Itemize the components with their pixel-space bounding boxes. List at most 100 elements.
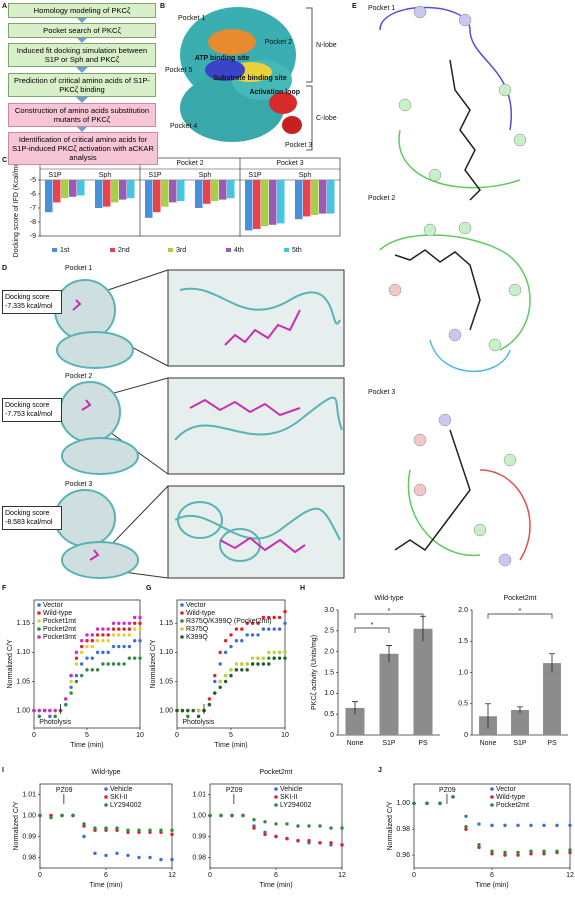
x-tick-label: 12 [566,872,574,879]
y-tick-label: 0.99 [192,833,206,840]
x-tick-label: S1P [382,740,396,747]
data-point [90,656,95,660]
data-point [477,822,481,826]
bar [161,180,169,207]
legend-marker [274,795,278,799]
data-point [261,656,266,660]
panel-label: D [2,265,7,272]
data-point [283,656,287,660]
y-tick-label: 1.00 [159,707,173,714]
data-point [64,703,68,707]
y-tick-label: 1.05 [16,678,30,685]
data-point [296,839,300,843]
data-point [340,826,344,830]
legend-marker [274,787,278,791]
data-point [219,813,223,818]
data-point [101,633,105,637]
data-point [234,662,239,666]
data-point [490,823,494,828]
data-point [95,639,100,643]
data-point [285,822,289,826]
data-point [175,708,179,713]
data-point [218,685,222,689]
data-point [85,633,89,637]
y-tick-label: 1.5 [324,669,334,676]
pocket-label: Pocket 2 [65,373,92,380]
legend-label: 4th [234,247,244,254]
data-point [53,708,57,713]
legend-label: 1st [60,247,69,254]
data-point [115,826,119,830]
bar [327,180,335,214]
data-point [170,828,174,832]
category-label: Sph [199,172,212,179]
legend-label: Pocket2mt [43,626,76,633]
data-point [263,832,267,837]
ligands [72,299,306,561]
data-point [516,850,520,855]
data-point [126,853,130,858]
data-point [529,849,533,853]
data-point [71,813,75,818]
plot-frame [33,599,141,729]
data-point [213,673,217,678]
data-point [196,708,201,713]
data-point [230,813,234,818]
y-tick-label: 2.5 [324,628,334,635]
category-label: S1P [248,172,262,179]
data-point [283,621,287,625]
data-point [516,823,520,828]
y-tick-label: 1.05 [159,678,173,685]
significance-bracket [354,627,390,633]
data-point [101,639,105,643]
panel-label: G [146,585,152,592]
plot-frame [39,783,173,869]
protein-cartoons [54,279,343,579]
chart-frame [39,157,341,237]
diagram-title: Pocket 2 [368,195,395,202]
data-point [263,820,267,824]
annotation: Photolysis [39,719,71,726]
data-point [568,848,572,852]
data-point [240,639,244,643]
bar [319,180,327,214]
data-point [104,853,108,858]
data-point [250,656,255,660]
data-point [186,708,190,713]
legend-label: R375Q/K399Q (Pocket2mt) [186,618,272,625]
bar [119,180,127,200]
legend-marker [180,611,184,615]
data-point [37,714,41,719]
score-value: -7.335 kcal/mol [5,303,53,310]
data-point [180,708,185,713]
docking-score: Docking score -7.335 kcal/mol [2,290,62,314]
data-point [133,627,137,631]
x-tick-label: 6 [490,872,494,879]
data-point [90,644,95,649]
data-point [223,639,228,643]
data-point [277,627,282,631]
y-tick-label: 1.00 [16,707,30,714]
data-point [245,662,249,666]
structure-label: Pocket 5 [165,67,192,74]
x-tick-label: 0 [32,732,36,739]
error-bar [485,703,491,729]
chart-title: Pocket2mt [503,595,536,602]
data-point [277,650,282,655]
panel-label: A [2,3,7,10]
data-point [37,708,41,713]
bar [195,180,203,208]
data-point [261,662,266,666]
y-tick-label: 1.01 [192,791,206,798]
category-label: S1P [48,172,62,179]
data-point [95,627,100,631]
y-axis-label: Normalized C/Y [7,639,14,688]
data-point [218,650,222,655]
residues [388,5,527,567]
data-point [90,633,95,637]
data-point [60,813,64,818]
y-tick-label: 1.0 [458,669,468,676]
data-point [138,621,142,625]
score-value: -7.753 kcal/mol [5,411,53,418]
data-point [111,621,116,625]
